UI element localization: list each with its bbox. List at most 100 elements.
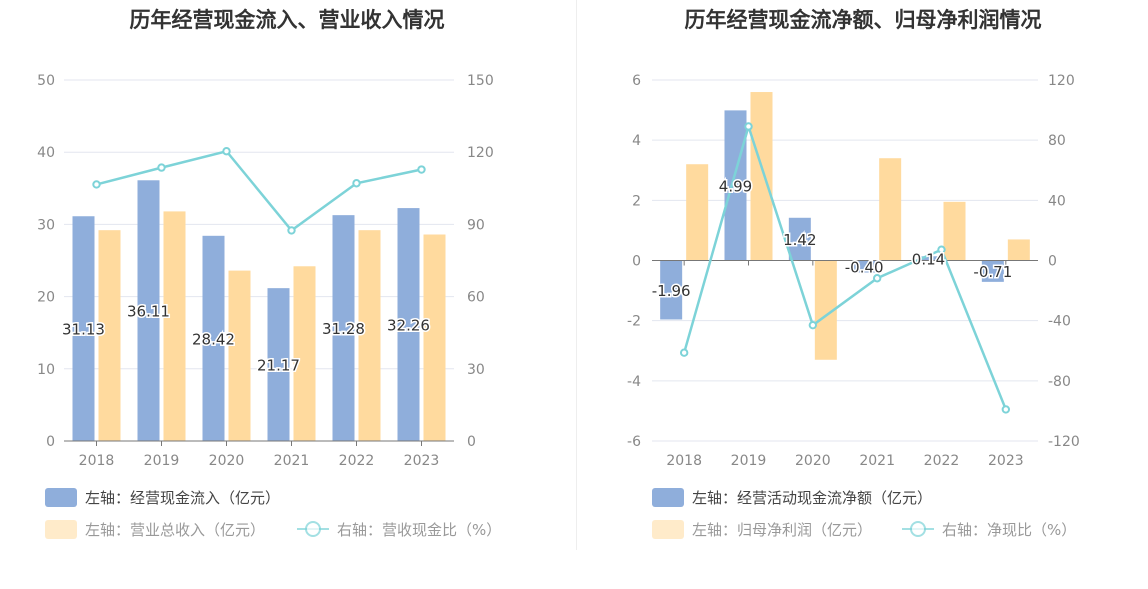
y-left-tick-label: 10: [37, 362, 55, 378]
bar-data-label: 0.14: [912, 250, 945, 268]
y-right-tick-label: 150: [467, 73, 494, 89]
bar-secondary: [750, 92, 773, 261]
bar-secondary: [686, 164, 709, 261]
line-point: [287, 226, 296, 235]
bar-data-label: 1.42: [783, 231, 816, 249]
y-left-tick-label: 2: [632, 193, 641, 209]
bar-secondary: [423, 234, 446, 441]
bar-secondary: [293, 266, 316, 441]
bar-data-label: 4.99: [719, 177, 752, 195]
line-series: [96, 149, 422, 233]
y-right-tick-label: -80: [1048, 374, 1071, 390]
line-point: [808, 320, 818, 330]
x-tick-label: 2022: [339, 453, 375, 469]
line-point: [157, 163, 166, 172]
x-tick-label: 2023: [988, 453, 1024, 469]
x-tick-label: 2020: [795, 453, 831, 469]
bar-primary: [202, 235, 225, 441]
y-right-tick-label: 80: [1048, 133, 1066, 149]
line-point: [417, 165, 426, 174]
bar-primary: [397, 208, 420, 441]
y-right-tick-label: 120: [467, 145, 494, 161]
legend-swatch: [45, 520, 77, 539]
legend-line-marker: [305, 521, 321, 537]
bar-data-label: 36.11: [127, 303, 170, 321]
bar-primary: [660, 260, 683, 320]
bar-secondary: [98, 230, 121, 441]
bar-primary: [788, 217, 811, 261]
y-left-tick-label: 50: [37, 73, 55, 89]
y-left-tick-label: 4: [632, 133, 641, 149]
y-left-tick-label: 30: [37, 217, 55, 233]
y-left-tick-label: -2: [627, 314, 641, 330]
y-right-tick-label: 0: [1048, 254, 1057, 270]
x-tick-label: 2019: [144, 453, 180, 469]
y-right-tick-label: 90: [467, 217, 485, 233]
line-point: [352, 179, 361, 188]
bar-secondary: [943, 201, 966, 261]
chart-right-svg: -6 -4 -2 0 2 4 6 -120 -80 -40 0 40 80 120 2018 2019 2020…: [627, 73, 1080, 539]
y-left-tick-label: -4: [627, 374, 641, 390]
bar-data-label: -0.40: [845, 259, 884, 277]
line-point: [744, 122, 753, 131]
y-right-tick-label: -40: [1048, 314, 1071, 330]
x-tick-label: 2022: [924, 453, 960, 469]
y-left-tick-label: -6: [627, 434, 641, 450]
bar-data-label: 31.13: [62, 321, 105, 339]
legend-label: 左轴：经营活动现金流净额（亿元）: [692, 489, 932, 507]
y-right-tick-label: 60: [467, 290, 485, 306]
legend-line-marker: [910, 521, 926, 537]
chart-title: 历年经营现金流净额、归母净利润情况: [684, 8, 1042, 32]
legend-swatch: [652, 520, 684, 539]
y-left-tick-label: 6: [632, 73, 641, 89]
x-tick-label: 2018: [79, 453, 115, 469]
legend-label: 右轴：净现比（%）: [942, 521, 1076, 539]
bar-secondary: [163, 211, 186, 441]
bar-primary: [917, 256, 940, 261]
bar-primary: [724, 110, 747, 261]
line-point: [1001, 405, 1011, 414]
bar-data-label: 31.28: [322, 320, 365, 338]
panel-divider: [576, 0, 577, 550]
chart-panel-left: 历年经营现金流入、营业收入情况 0 10 20 30 40 50 0 30 60 90 120 150…: [37, 8, 501, 539]
legend-label: 右轴：营收现金比（%）: [337, 521, 501, 539]
bar-primary: [267, 288, 290, 441]
legend-label: 左轴：营业总收入（亿元）: [85, 521, 265, 539]
line-point: [92, 180, 101, 189]
y-right-tick-label: 0: [467, 434, 476, 450]
x-tick-label: 2020: [209, 453, 245, 469]
y-right-tick-label: 40: [1048, 193, 1066, 209]
bar-secondary: [228, 270, 251, 441]
legend-swatch: [652, 488, 684, 507]
bar-data-label: 28.42: [192, 330, 235, 348]
y-right-tick-label: 30: [467, 362, 485, 378]
y-left-tick-label: 20: [37, 290, 55, 306]
bar-data-label: -0.71: [973, 263, 1012, 281]
line-point: [679, 348, 689, 357]
y-left-tick-label: 0: [632, 254, 641, 270]
line-series: [682, 122, 1007, 410]
y-left-tick-label: 0: [46, 434, 55, 450]
bar-primary: [72, 216, 95, 441]
bar-data-label: 21.17: [257, 357, 300, 375]
bar-data-label: -1.96: [652, 282, 691, 300]
x-tick-label: 2019: [731, 453, 767, 469]
bar-primary: [853, 260, 876, 273]
bar-data-label: 32.26: [387, 317, 430, 335]
legend-swatch: [45, 488, 77, 507]
legend-label: 左轴：归母净利润（亿元）: [692, 521, 872, 539]
bar-secondary: [358, 230, 381, 441]
line-point: [937, 245, 946, 254]
bar-secondary: [879, 158, 902, 261]
bar-primary: [137, 180, 160, 441]
bar-primary: [332, 215, 355, 441]
x-tick-label: 2021: [859, 453, 895, 469]
bar-primary: [981, 260, 1004, 282]
chart-title: 历年经营现金流入、营业收入情况: [129, 8, 445, 32]
chart-panel-right: 历年经营现金流净额、归母净利润情况 -6 -4 -2 0 2 4 6 -120 -80 -40 0 4…: [578, 0, 1148, 589]
x-tick-label: 2021: [274, 453, 310, 469]
y-right-tick-label: -120: [1048, 434, 1080, 450]
y-left-tick-label: 40: [37, 145, 55, 161]
line-point: [222, 147, 231, 156]
bar-secondary: [1007, 239, 1030, 261]
